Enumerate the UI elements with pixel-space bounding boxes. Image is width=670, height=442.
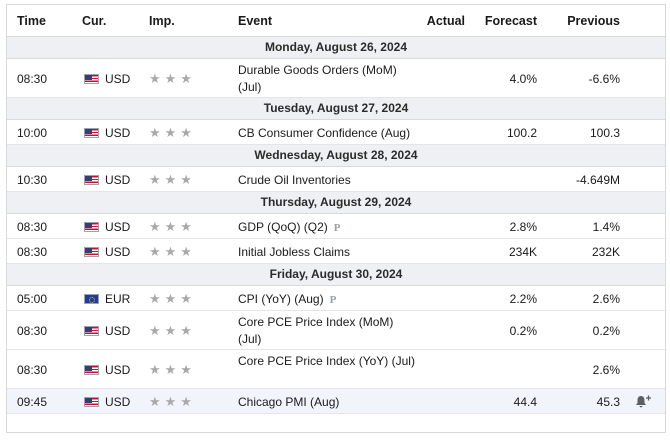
event-previous: 0.2% <box>592 324 620 338</box>
table-row[interactable]: 08:30 USD ★★★ Durable Goods Orders (MoM)… <box>7 59 665 98</box>
event-name-link[interactable]: Core PCE Price Index (MoM) (Jul) <box>238 315 394 346</box>
table-row[interactable]: 10:30 USD ★★★ Crude Oil Inventories -4.6… <box>7 167 665 192</box>
event-forecast: 2.2% <box>509 292 537 306</box>
event-forecast: 100.2 <box>506 126 537 140</box>
table-row[interactable]: 05:00 EUR ★★★ CPI (YoY) (Aug) P 2.2% 2.6% <box>7 286 665 311</box>
event-forecast: 234K <box>508 245 537 259</box>
event-time: 08:30 <box>17 72 48 86</box>
table-header: Time Cur. Imp. Event Actual Forecast Pre… <box>7 5 665 37</box>
table-row[interactable]: 10:00 USD ★★★ CB Consumer Confidence (Au… <box>7 120 665 145</box>
event-name-link[interactable]: Crude Oil Inventories <box>238 173 351 187</box>
add-alert-bell-icon[interactable] <box>635 394 653 408</box>
importance-stars-icon: ★★★ <box>149 394 196 409</box>
event-time: 08:30 <box>17 363 48 377</box>
day-header: Friday, August 30, 2024 <box>7 264 665 286</box>
event-name-link[interactable]: CPI (YoY) (Aug) <box>238 292 324 306</box>
event-forecast: 2.8% <box>509 220 537 234</box>
event-previous: -6.6% <box>588 72 620 86</box>
event-previous: 45.3 <box>596 395 620 409</box>
us-flag-icon <box>84 74 99 84</box>
table-row[interactable]: 08:30 USD ★★★ Core PCE Price Index (MoM)… <box>7 311 665 350</box>
importance-stars-icon: ★★★ <box>149 219 196 234</box>
header-event[interactable]: Event <box>238 14 273 28</box>
event-currency: USD <box>105 72 131 86</box>
header-forecast[interactable]: Forecast <box>484 14 537 28</box>
day-header: Wednesday, August 28, 2024 <box>7 145 665 167</box>
importance-stars-icon: ★★★ <box>149 291 196 306</box>
event-name-cell: CPI (YoY) (Aug) P <box>238 292 418 306</box>
economic-calendar-table: Time Cur. Imp. Event Actual Forecast Pre… <box>6 4 666 433</box>
event-time: 10:30 <box>17 173 48 187</box>
event-previous: 100.3 <box>589 126 620 140</box>
event-name-cell: GDP (QoQ) (Q2) P <box>238 220 418 234</box>
us-flag-icon <box>84 365 99 375</box>
us-flag-icon <box>84 128 99 138</box>
event-forecast: 0.2% <box>509 324 537 338</box>
event-currency: EUR <box>105 292 131 306</box>
importance-stars-icon: ★★★ <box>149 323 196 338</box>
us-flag-icon <box>84 175 99 185</box>
event-name-link[interactable]: Chicago PMI (Aug) <box>238 395 340 409</box>
importance-stars-icon: ★★★ <box>149 125 196 140</box>
event-time: 05:00 <box>17 292 48 306</box>
importance-stars-icon: ★★★ <box>149 172 196 187</box>
header-currency[interactable]: Cur. <box>82 14 107 28</box>
table-row[interactable]: 08:30 USD ★★★ Core PCE Price Index (YoY)… <box>7 350 665 389</box>
us-flag-icon <box>84 247 99 257</box>
day-header: Thursday, August 29, 2024 <box>7 192 665 214</box>
event-name-link[interactable]: Core PCE Price Index (YoY) (Jul) <box>238 354 415 368</box>
us-flag-icon <box>84 397 99 407</box>
day-header: Tuesday, August 27, 2024 <box>7 98 665 120</box>
event-time: 08:30 <box>17 324 48 338</box>
event-previous: -4.649M <box>575 173 620 187</box>
event-forecast: 44.4 <box>513 395 537 409</box>
eu-flag-icon <box>84 294 99 304</box>
event-currency: USD <box>105 395 131 409</box>
event-currency: USD <box>105 173 131 187</box>
event-name-link[interactable]: Initial Jobless Claims <box>238 245 351 259</box>
event-forecast: 4.0% <box>509 72 537 86</box>
event-previous: 1.4% <box>592 220 620 234</box>
importance-stars-icon: ★★★ <box>149 71 196 86</box>
event-time: 08:30 <box>17 245 48 259</box>
event-time: 10:00 <box>17 126 48 140</box>
header-actual[interactable]: Actual <box>426 14 465 28</box>
importance-stars-icon: ★★★ <box>149 362 196 377</box>
event-name-link[interactable]: GDP (QoQ) (Q2) <box>238 220 328 234</box>
event-currency: USD <box>105 324 131 338</box>
event-previous: 232K <box>591 245 620 259</box>
event-previous: 2.6% <box>592 292 620 306</box>
importance-stars-icon: ★★★ <box>149 244 196 259</box>
header-time[interactable]: Time <box>17 14 46 28</box>
event-time: 08:30 <box>17 220 48 234</box>
event-previous: 2.6% <box>592 363 620 377</box>
table-row[interactable]: 08:30 USD ★★★ GDP (QoQ) (Q2) P 2.8% 1.4% <box>7 214 665 239</box>
preliminary-marker-icon[interactable]: P <box>329 294 337 306</box>
table-row[interactable]: 09:45 USD ★★★ Chicago PMI (Aug) 44.4 45.… <box>7 389 665 414</box>
header-importance[interactable]: Imp. <box>149 14 175 28</box>
us-flag-icon <box>84 222 99 232</box>
event-time: 09:45 <box>17 395 48 409</box>
event-currency: USD <box>105 245 131 259</box>
preliminary-marker-icon[interactable]: P <box>333 222 341 234</box>
header-previous[interactable]: Previous <box>567 14 620 28</box>
event-currency: USD <box>105 220 131 234</box>
us-flag-icon <box>84 326 99 336</box>
event-name-link[interactable]: CB Consumer Confidence (Aug) <box>238 126 411 140</box>
event-currency: USD <box>105 126 131 140</box>
event-currency: USD <box>105 363 131 377</box>
day-header: Monday, August 26, 2024 <box>7 37 665 59</box>
table-row[interactable]: 08:30 USD ★★★ Initial Jobless Claims 234… <box>7 239 665 264</box>
event-name-link[interactable]: Durable Goods Orders (MoM) (Jul) <box>238 63 397 94</box>
